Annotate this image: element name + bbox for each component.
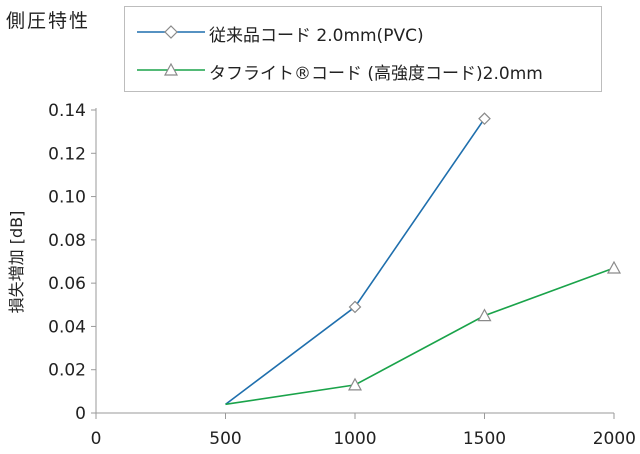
legend: 従来品コード 2.0mm(PVC) タフライト®コード (高強度コード)2.0m… [124,6,602,92]
y-tick-label: 0.08 [48,231,86,251]
x-tick-label: 1500 [463,429,506,449]
y-tick-label: 0.04 [48,317,86,337]
legend-entry-toughlite: タフライト®コード (高強度コード)2.0mm [125,55,601,85]
legend-entry-conventional: 従来品コード 2.0mm(PVC) [125,17,601,47]
y-tick-label: 0.06 [48,274,86,294]
y-tick-label: 0.02 [48,361,86,381]
y-axis-label: 損失増加 [dB] [7,211,26,314]
legend-swatch-conventional [137,25,205,39]
legend-label-toughlite: タフライト®コード (高強度コード)2.0mm [209,64,543,84]
series-line-1 [225,267,615,406]
data-point-diamond [348,300,362,314]
x-tick-label: 500 [209,429,241,449]
chart-title: 側圧特性 [6,10,91,32]
data-point-triangle [477,308,492,322]
data-point-triangle [347,377,363,391]
y-tick-label: 0 [75,404,86,424]
x-tick-label: 2000 [593,429,636,449]
x-tick-label: 1000 [333,429,376,449]
data-point-triangle [606,260,622,274]
series-line-0 [225,118,486,405]
data-point-diamond [478,112,491,126]
y-tick-label: 0.10 [48,188,86,208]
legend-swatch-toughlite [137,62,205,76]
y-tick-label: 0.14 [48,101,86,121]
y-tick-label: 0.12 [48,144,86,164]
legend-label-conventional: 従来品コード 2.0mm(PVC) [209,26,424,46]
x-tick-label: 0 [91,429,102,449]
